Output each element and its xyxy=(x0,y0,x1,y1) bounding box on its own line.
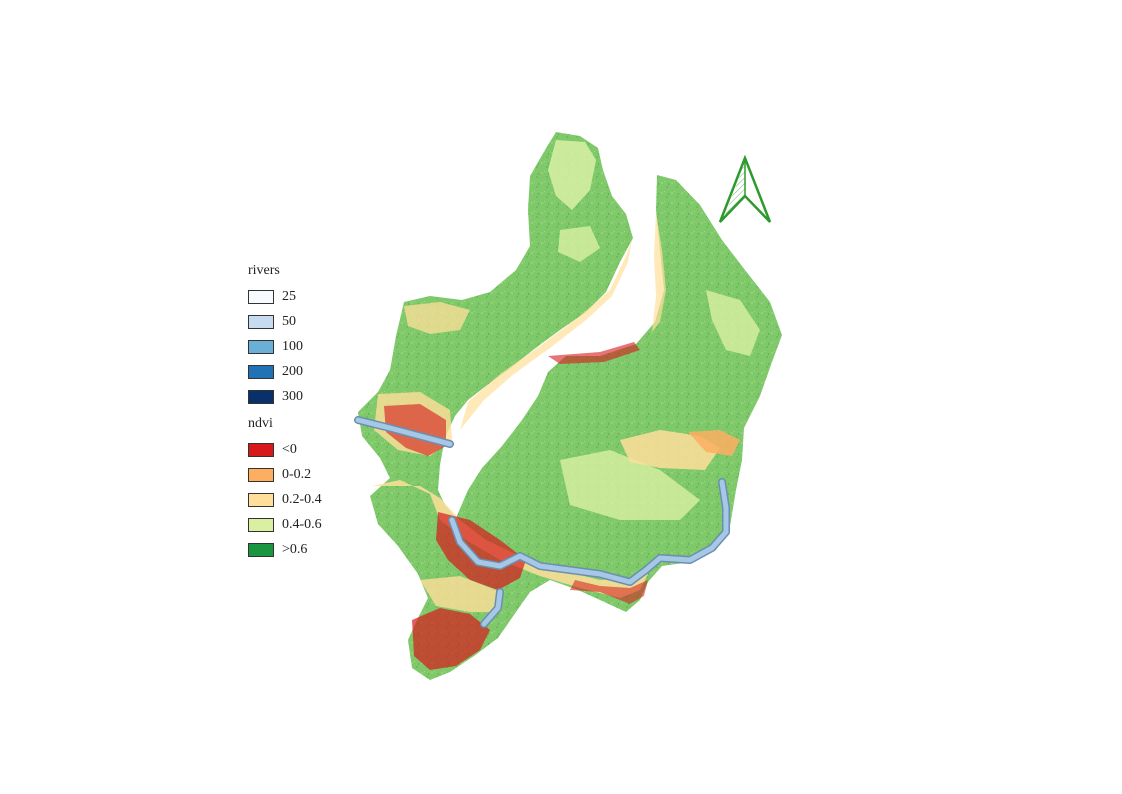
river-main xyxy=(449,479,729,585)
legend-item: 0-0.2 xyxy=(248,462,322,487)
legend-swatch xyxy=(248,389,274,404)
legend-swatch xyxy=(248,467,274,482)
ndvi-light-patch xyxy=(548,140,596,210)
legend-item: 0.2-0.4 xyxy=(248,487,322,512)
legend-item: 300 xyxy=(248,384,322,409)
legend-label: >0.6 xyxy=(282,541,308,557)
ndvi-light-patch xyxy=(558,226,600,262)
legend-swatch xyxy=(248,442,274,457)
legend-item: <0 xyxy=(248,437,322,462)
legend-label: 0.4-0.6 xyxy=(282,516,322,532)
legend-label: 0.2-0.4 xyxy=(282,491,322,507)
legend-item: >0.6 xyxy=(248,537,322,562)
legend-ndvi-title: ndvi xyxy=(248,416,273,431)
legend-swatch xyxy=(248,517,274,532)
ndvi-pale-band xyxy=(420,576,500,612)
legend-item: 200 xyxy=(248,359,322,384)
ndvi-light-patch xyxy=(706,290,760,356)
ndvi-red-urban xyxy=(412,608,490,670)
ndvi-red-strip xyxy=(570,580,648,604)
legend-item: 25 xyxy=(248,284,322,309)
legend-label: 25 xyxy=(282,288,296,304)
legend-label: 50 xyxy=(282,313,296,329)
legend-swatch xyxy=(248,492,274,507)
legend-item: 100 xyxy=(248,334,322,359)
legend-rivers-title: rivers xyxy=(248,263,280,278)
legend-label: 0-0.2 xyxy=(282,466,312,482)
ndvi-red-urban xyxy=(384,404,446,456)
legend-label: 200 xyxy=(282,363,303,379)
ndvi-pale-strip xyxy=(460,240,632,430)
ndvi-pale-strip xyxy=(652,212,666,332)
ndvi-pale-band xyxy=(372,480,650,598)
ndvi-light-patch xyxy=(560,450,700,520)
ndvi-pale-patch xyxy=(404,302,470,334)
legend-swatch xyxy=(248,364,274,379)
legend-swatch xyxy=(248,314,274,329)
ndvi-pale-patch xyxy=(620,430,720,470)
rivers-layer xyxy=(354,416,730,628)
legend-label: 300 xyxy=(282,388,303,404)
legend-label: <0 xyxy=(282,441,297,457)
river-west xyxy=(355,417,453,447)
legend-swatch xyxy=(248,289,274,304)
map-legend: rivers 25 50 100 200 300 ndvi <0 0-0.2 0… xyxy=(248,262,322,562)
north-arrow-icon xyxy=(718,154,772,223)
legend-label: 100 xyxy=(282,338,303,354)
legend-swatch xyxy=(248,339,274,354)
river-south xyxy=(481,589,503,627)
legend-item: 50 xyxy=(248,309,322,334)
legend-swatch xyxy=(248,542,274,557)
ndvi-orange-patch xyxy=(688,430,740,456)
ndvi-red-strip xyxy=(548,342,640,364)
legend-item: 0.4-0.6 xyxy=(248,512,322,537)
